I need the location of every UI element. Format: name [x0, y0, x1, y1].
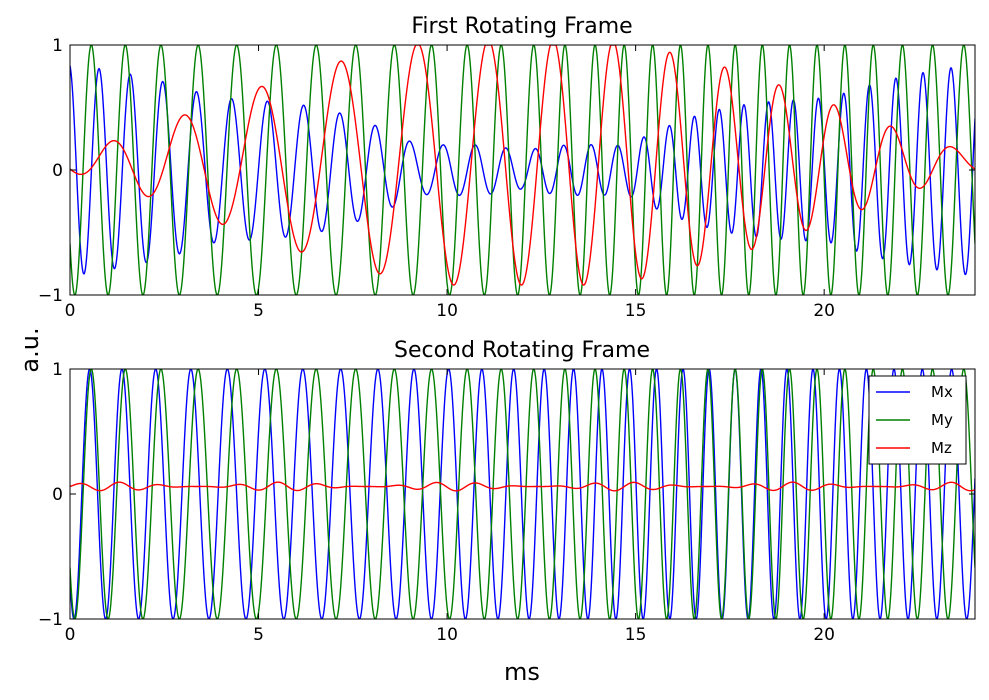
x-tick-label: 10 — [436, 625, 458, 645]
legend-label-mz: Mz — [931, 439, 952, 457]
x-tick-label: 15 — [625, 625, 647, 645]
series-line-mx — [70, 369, 975, 619]
series-line-my — [70, 45, 975, 295]
chart-title-first: First Rotating Frame — [411, 14, 632, 39]
plot-first-rotating-frame: 0 5 10 15 20−101 — [38, 36, 976, 321]
x-tick-label: 10 — [436, 301, 458, 321]
x-tick-label: 15 — [625, 301, 647, 321]
x-axis-label: ms — [504, 658, 540, 686]
legend-label-mx: Mx — [931, 383, 953, 401]
axes-frame — [69, 368, 976, 620]
y-tick-label: 0 — [52, 161, 63, 181]
x-tick-label: 5 — [253, 301, 264, 321]
legend-label-my: My — [931, 411, 953, 429]
chart-title-second: Second Rotating Frame — [394, 338, 650, 363]
y-tick-label: −1 — [38, 286, 63, 306]
x-tick-label: 20 — [813, 301, 835, 321]
y-tick-label: 1 — [52, 360, 63, 380]
x-tick-label: 0 — [65, 301, 76, 321]
series-line-mz — [70, 481, 975, 492]
series-line-mz — [70, 45, 975, 286]
series-line-my — [70, 369, 975, 619]
y-tick-label: −1 — [38, 610, 63, 630]
plot-second-rotating-frame: 0 5 10 15 20−101 — [38, 360, 976, 645]
x-tick-label: 0 — [65, 625, 76, 645]
x-tick-label: 5 — [253, 625, 264, 645]
y-tick-label: 0 — [52, 485, 63, 505]
x-tick-label: 20 — [813, 625, 835, 645]
y-tick-label: 1 — [52, 36, 63, 56]
legend: Mx My Mz — [868, 375, 967, 465]
y-axis-label: a.u. — [16, 327, 44, 372]
